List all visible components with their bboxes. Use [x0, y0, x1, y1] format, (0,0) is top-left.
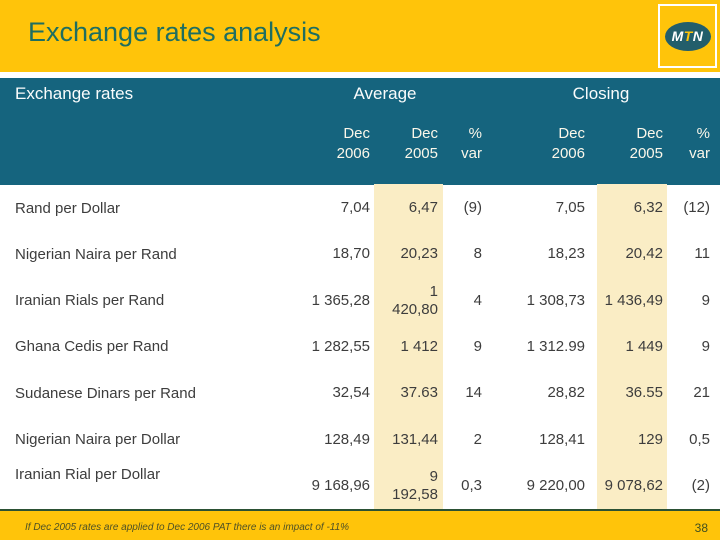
row-label: Ghana Cedis per Rand — [15, 338, 169, 356]
value-cell: 28,82 — [547, 384, 585, 402]
value-cell: 9 192,58 — [392, 467, 438, 503]
value-cell: 7,05 — [555, 199, 585, 217]
logo-letter-m: M — [671, 28, 684, 44]
table-row: Iranian Rials per Rand 1 365,28 1 420,80 4 1… — [0, 278, 712, 324]
table-header-band — [0, 78, 720, 185]
footer-bar — [0, 511, 720, 540]
value-cell: 128,41 — [539, 430, 585, 448]
value-cell: 8 — [473, 245, 482, 263]
value-cell: 32,54 — [332, 384, 370, 402]
column-header: Dec 2005 — [404, 125, 438, 162]
column-headers: Dec 2006 Dec 2005 % var Dec 2006 Dec 2005 % v… — [0, 124, 712, 164]
page-number: 38 — [694, 521, 708, 535]
value-cell: 1 282,55 — [311, 337, 370, 355]
value-cell: 1 312.99 — [526, 337, 585, 355]
column-header: % var — [461, 125, 482, 162]
value-cell: 9 — [701, 337, 710, 355]
row-label: Nigerian Naira per Dollar — [15, 431, 181, 449]
row-label: Rand per Dollar — [15, 199, 121, 217]
column-header: Dec 2006 — [336, 125, 370, 162]
value-cell: (9) — [463, 199, 482, 217]
value-cell: 2 — [473, 430, 482, 448]
value-cell: 4 — [473, 291, 482, 309]
value-cell: 18,23 — [547, 245, 585, 263]
column-header: Dec 2006 — [551, 125, 585, 162]
value-cell: 129 — [637, 430, 663, 448]
value-cell: 36.55 — [625, 384, 663, 402]
value-cell: 20,42 — [625, 245, 663, 263]
logo-letter-t: T — [683, 28, 693, 44]
highlight-column-average-dec2005 — [374, 184, 443, 509]
value-cell: 1 436,49 — [604, 291, 663, 309]
row-label: Nigerian Naira per Rand — [15, 245, 177, 263]
highlight-column-closing-dec2005 — [597, 184, 667, 509]
column-group-average: Average — [353, 84, 417, 103]
value-cell: 20,23 — [400, 245, 438, 263]
value-cell: 6,47 — [408, 199, 438, 217]
footer-divider — [0, 509, 720, 511]
value-cell: 9 — [701, 291, 710, 309]
row-label: Sudanese Dinars per Rand — [15, 384, 196, 402]
value-cell: 0,5 — [689, 430, 710, 448]
value-cell: 21 — [693, 384, 710, 402]
value-cell: 9 168,96 — [311, 476, 370, 494]
value-cell: (2) — [691, 476, 710, 494]
value-cell: 9 220,00 — [526, 476, 585, 494]
value-cell: 37.63 — [400, 384, 438, 402]
row-header-label: Exchange rates — [15, 84, 134, 103]
value-cell: 7,04 — [340, 199, 370, 217]
value-cell: 14 — [465, 384, 482, 402]
footnote: If Dec 2005 rates are applied to Dec 200… — [25, 522, 350, 533]
column-header: % var — [689, 125, 710, 162]
value-cell: 1 308,73 — [526, 291, 585, 309]
value-cell: 9 078,62 — [604, 476, 663, 494]
value-cell: 1 420,80 — [392, 282, 438, 318]
value-cell: 0,3 — [461, 476, 482, 494]
table-row: Iranian Rial per Dollar 9 168,96 9 192,58 0… — [0, 463, 712, 509]
table-row: Nigerian Naira per Rand 18,70 20,23 8 18,23 2… — [0, 231, 712, 277]
table-row: Rand per Dollar 7,04 6,47 (9) 7,05 6,32 (12) — [0, 185, 712, 231]
value-cell: (12) — [683, 199, 710, 217]
value-cell: 18,70 — [332, 245, 370, 263]
table-row: Nigerian Naira per Dollar 128,49 131,44 2 12… — [0, 416, 712, 462]
table-body: Rand per Dollar 7,04 6,47 (9) 7,05 6,32 (12) Ni… — [0, 185, 712, 509]
header-spacer — [0, 124, 290, 164]
row-label: Iranian Rials per Rand — [15, 292, 165, 310]
value-cell: 6,32 — [633, 199, 663, 217]
value-cell: 1 449 — [625, 337, 663, 355]
value-cell: 128,49 — [324, 430, 370, 448]
table-row: Ghana Cedis per Rand 1 282,55 1 412 9 1 312.… — [0, 324, 712, 370]
value-cell: 9 — [473, 337, 482, 355]
title-bar — [0, 0, 720, 72]
row-label: Iranian Rial per Dollar — [15, 465, 161, 483]
page-title: Exchange rates analysis — [28, 17, 321, 47]
value-cell: 1 412 — [400, 337, 438, 355]
column-group-closing: Closing — [572, 84, 630, 103]
value-cell: 1 365,28 — [311, 291, 370, 309]
value-cell: 131,44 — [392, 430, 438, 448]
logo-letter-n: N — [692, 28, 704, 44]
column-header: Dec 2005 — [629, 125, 663, 162]
value-cell: 11 — [694, 245, 710, 263]
table-row: Sudanese Dinars per Rand 32,54 37.63 14 28,8… — [0, 370, 712, 416]
